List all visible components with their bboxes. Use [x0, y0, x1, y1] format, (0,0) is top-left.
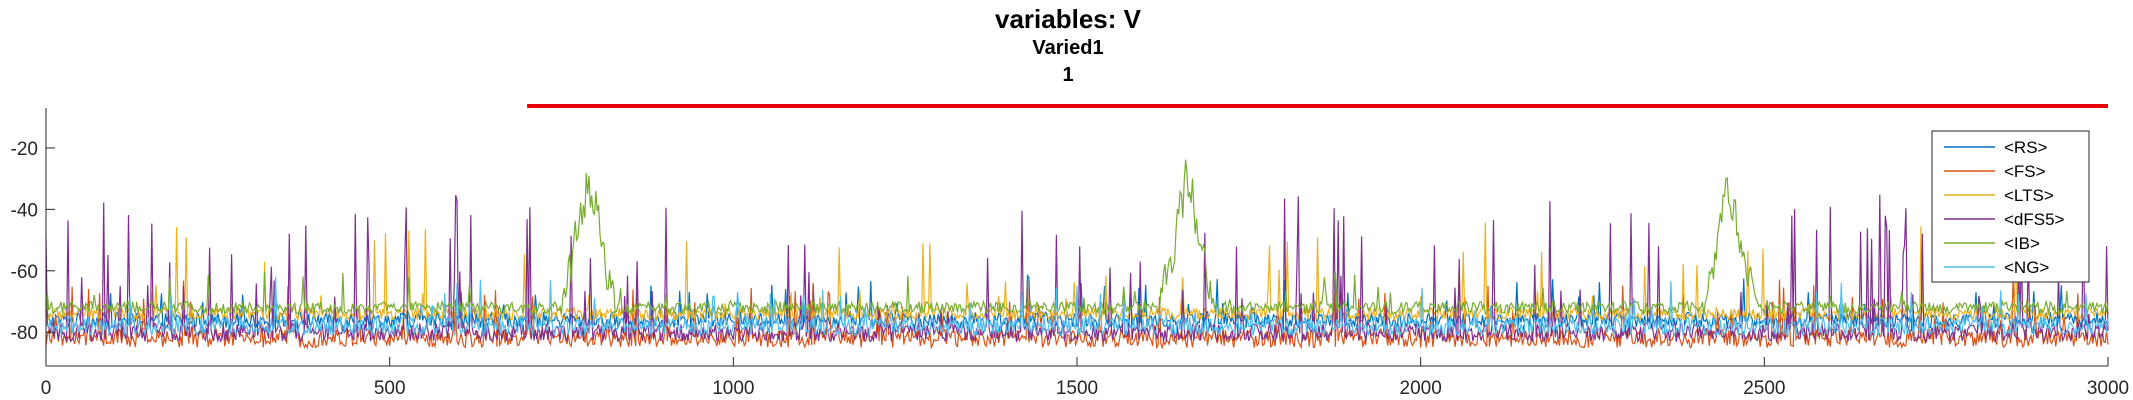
- legend-label: <NG>: [2004, 258, 2049, 277]
- y-tick-label: -40: [11, 200, 38, 221]
- series-line: [45, 276, 2109, 338]
- series-line: [45, 278, 2109, 350]
- series-group: [45, 159, 2109, 350]
- series-line: [45, 159, 2109, 316]
- chart-subtitle-2: 1: [1062, 64, 1073, 86]
- legend-label: <FS>: [2004, 162, 2046, 181]
- legend-box: [1931, 130, 2090, 283]
- x-tick-label: 0: [41, 378, 52, 399]
- chart-subtitle: Varied1: [1032, 37, 1103, 59]
- legend-label: <IB>: [2004, 234, 2040, 253]
- axes-group: 0 500 1000 1500 2000 2500 3000 -20 -40 -60 -80: [11, 108, 2129, 399]
- legend: <RS> <FS> <LTS> <dFS5> <IB> <NG>: [1931, 130, 2090, 283]
- x-tick-label: 2500: [1743, 378, 1785, 399]
- legend-label: <LTS>: [2004, 186, 2054, 205]
- x-tick-label: 500: [374, 378, 406, 399]
- chart-title: variables: V: [995, 4, 1142, 34]
- y-tick-label: -60: [11, 262, 38, 283]
- legend-label: <RS>: [2004, 138, 2048, 157]
- series-line: [45, 194, 2109, 344]
- y-tick-label: -80: [11, 323, 38, 344]
- x-tick-label: 3000: [2087, 378, 2129, 399]
- legend-label: <dFS5>: [2004, 210, 2065, 229]
- x-tick-label: 1000: [712, 378, 754, 399]
- series-line: [45, 222, 2109, 323]
- x-tick-label: 1500: [1056, 378, 1098, 399]
- x-tick-label: 2000: [1400, 378, 1442, 399]
- y-tick-label: -20: [11, 139, 38, 160]
